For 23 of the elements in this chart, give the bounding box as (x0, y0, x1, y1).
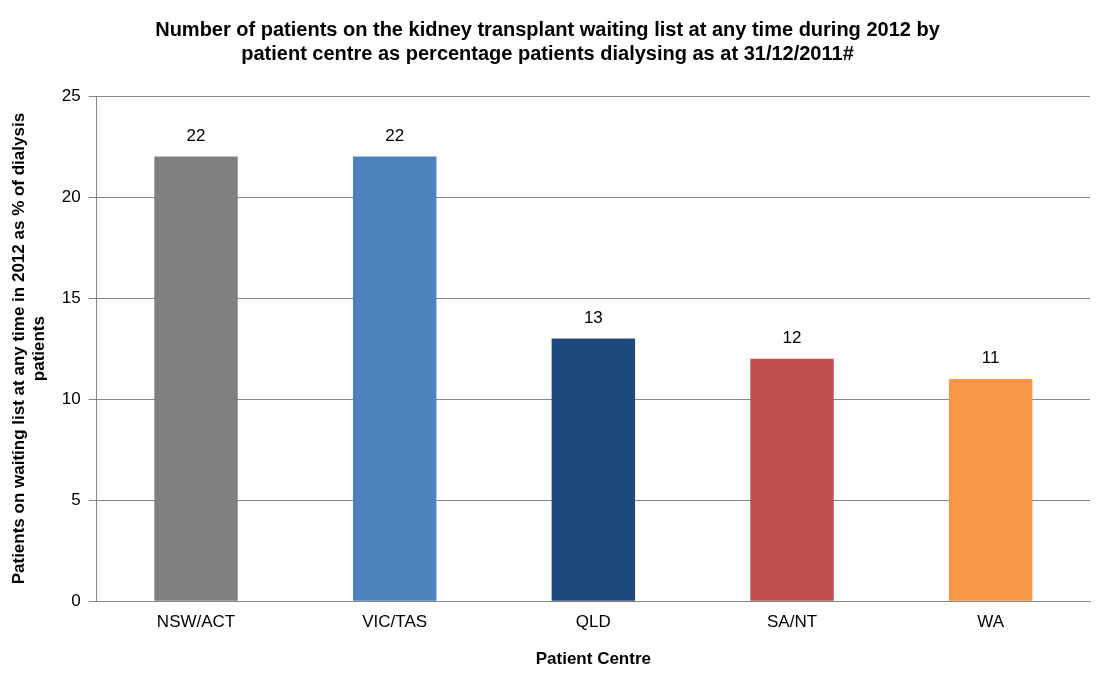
x-tick-label: SA/NT (766, 612, 818, 632)
data-label: 22 (186, 125, 206, 145)
bar (352, 156, 437, 601)
y-tick-label: 10 (61, 388, 81, 408)
bar (750, 358, 834, 601)
x-tick-label: NSW/ACT (156, 612, 236, 632)
y-axis-title: Patients on waiting list at any time in 2012 as % of dialysis patients (8, 112, 49, 585)
bar (948, 378, 1033, 601)
x-axis-title: Patient Centre (535, 649, 651, 669)
x-tick-label: QLD (575, 612, 611, 632)
data-label: 12 (782, 327, 802, 347)
x-tick-label: VIC/TAS (362, 612, 428, 632)
chart-title: Number of patients on the kidney transplant waiting list at any time during 2012 by patient centre as percentage patients dialysing as at 31/12/2011# (155, 17, 941, 64)
x-tick-label: WA (977, 612, 1005, 632)
data-label: 13 (583, 307, 603, 327)
y-tick-label: 5 (71, 489, 81, 509)
y-tick-label: 0 (71, 590, 81, 610)
data-label: 11 (981, 348, 1000, 368)
y-tick-label: 15 (61, 287, 81, 307)
bar (551, 338, 636, 601)
y-tick-label: 25 (61, 85, 81, 105)
y-tick-label: 20 (61, 186, 81, 206)
data-label: 22 (385, 125, 405, 145)
